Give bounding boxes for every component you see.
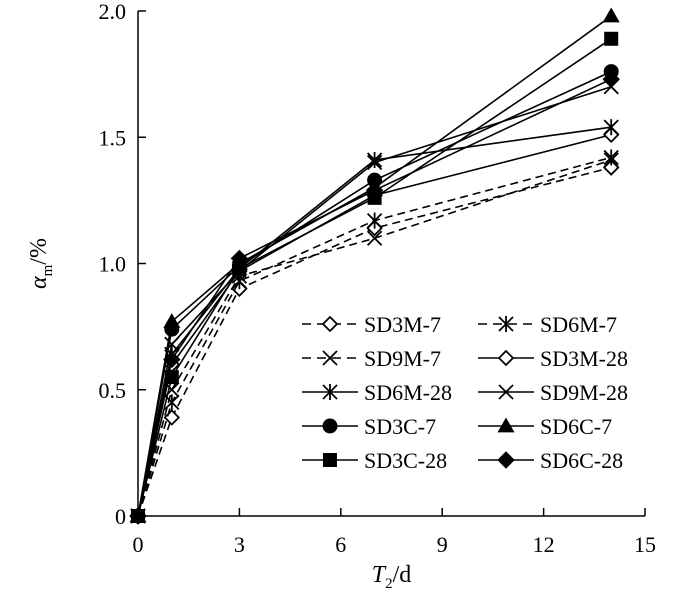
- label-unit: /d: [393, 562, 412, 588]
- data-point: [163, 313, 181, 328]
- series-line: [137, 15, 612, 517]
- legend-label: SD3C-28: [364, 448, 447, 473]
- x-tick-label: 3: [234, 532, 245, 557]
- legend-marker: [323, 453, 337, 467]
- data-point: [602, 7, 620, 23]
- series-SD6C-28: [129, 70, 620, 525]
- data-point: [366, 151, 383, 168]
- legend-marker: [322, 418, 338, 434]
- x-tick-label: 0: [133, 532, 144, 557]
- legend-item-SD6C-28: SD6C-28: [478, 448, 623, 473]
- axes: 0 0.5 1.0 1.5 2.0 0 3 6 9 12 15: [99, 0, 657, 557]
- legend-item-SD3C-28: SD3C-28: [302, 448, 447, 473]
- series-layer: [129, 7, 620, 525]
- data-point: [163, 350, 181, 369]
- series-line: [137, 156, 612, 517]
- legend-label: SD9M-28: [540, 380, 628, 405]
- legend-item-SD9M-7: SD9M-7: [302, 346, 441, 371]
- legend-marker: [497, 349, 515, 367]
- data-point: [230, 249, 249, 268]
- legend-marker: [497, 451, 515, 469]
- y-axis-label: αm/%: [26, 238, 56, 289]
- y-tick-label: 1.5: [99, 125, 127, 150]
- data-point: [129, 507, 147, 525]
- label-unit: /%: [26, 238, 52, 265]
- data-point: [366, 154, 383, 171]
- x-axis-label: T2/d: [372, 562, 412, 592]
- data-point: [602, 70, 620, 88]
- label-main: T: [372, 562, 387, 588]
- legend-marker: [321, 315, 339, 333]
- x-tick-label: 12: [533, 532, 555, 557]
- y-tick-label: 0.5: [99, 378, 127, 403]
- legend-item-SD6M-7: SD6M-7: [478, 312, 617, 337]
- data-point: [163, 409, 181, 426]
- series-line: [137, 38, 612, 517]
- label-subscript: m: [40, 264, 56, 276]
- legend: SD3M-7 SD6M-7 SD9M-7 SD3M-28 SD6M-28 SD9M-28 S…: [302, 312, 628, 473]
- data-point: [603, 119, 619, 136]
- legend-marker: [498, 316, 514, 332]
- label-subscript: 2: [385, 576, 393, 592]
- legend-label: SD9M-7: [364, 346, 441, 371]
- y-tick-label: 2.0: [99, 0, 127, 24]
- legend-label: SD6C-7: [540, 414, 612, 439]
- label-main: α: [26, 276, 52, 289]
- legend-label: SD3C-7: [364, 414, 436, 439]
- legend-item-SD3M-28: SD3M-28: [478, 346, 628, 371]
- legend-label: SD6M-28: [364, 380, 452, 405]
- y-tick-label: 1.0: [99, 252, 127, 277]
- x-tick-label: 6: [335, 532, 346, 557]
- legend-item-SD3C-7: SD3C-7: [302, 414, 436, 439]
- data-point: [366, 212, 383, 229]
- legend-label: SD3M-7: [364, 312, 441, 337]
- legend-marker: [498, 384, 514, 400]
- legend-label: SD6C-28: [540, 448, 623, 473]
- x-tick-label: 9: [437, 532, 448, 557]
- y-tick-label: 0: [115, 504, 126, 529]
- series-SD6C-7: [129, 7, 620, 523]
- legend-label: SD3M-28: [540, 346, 628, 371]
- legend-item-SD3M-7: SD3M-7: [302, 312, 441, 337]
- data-point: [603, 149, 619, 166]
- data-point: [366, 230, 383, 246]
- data-point: [603, 152, 619, 168]
- legend-marker: [497, 417, 515, 433]
- legend-item-SD6M-28: SD6M-28: [302, 380, 452, 405]
- legend-label: SD6M-7: [540, 312, 617, 337]
- x-tick-label: 15: [634, 532, 656, 557]
- legend-marker: [322, 384, 338, 400]
- legend-item-SD9M-28: SD9M-28: [478, 380, 628, 405]
- data-point: [365, 181, 384, 199]
- data-point: [604, 31, 619, 46]
- legend-marker: [322, 350, 338, 366]
- legend-item-SD6C-7: SD6C-7: [478, 414, 612, 439]
